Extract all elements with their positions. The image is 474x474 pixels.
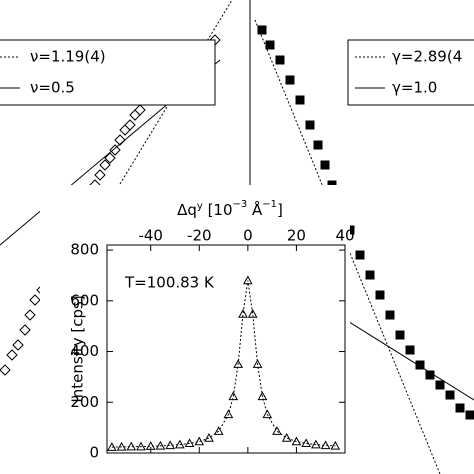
triangle-point xyxy=(194,436,205,446)
legend-box xyxy=(0,39,216,106)
diamond-point xyxy=(12,339,24,351)
triangle-point xyxy=(175,439,185,449)
annotation: T=100.83 K xyxy=(124,274,215,292)
y-tick-label: 200 xyxy=(70,393,99,411)
triangle-point xyxy=(330,440,341,450)
triangle-point xyxy=(233,359,243,368)
triangle-point xyxy=(145,441,156,450)
y-tick-label: 600 xyxy=(70,291,99,309)
square-point xyxy=(435,380,445,390)
square-point xyxy=(465,410,474,420)
square-point xyxy=(285,75,295,85)
diamond-point xyxy=(0,364,11,376)
diamond-point xyxy=(19,324,31,336)
triangle-point xyxy=(155,440,166,450)
triangle-point xyxy=(257,391,268,401)
triangle-point xyxy=(136,441,146,451)
x-tick-label: 0 xyxy=(243,227,253,245)
x-tick-label: -40 xyxy=(138,227,163,245)
triangle-point xyxy=(311,439,321,449)
diamond-point xyxy=(94,169,106,181)
x-axis-label-part: [10 xyxy=(203,201,233,219)
square-point xyxy=(257,25,267,35)
x-tick-label: 40 xyxy=(335,227,354,245)
legend-label: ν=0.5 xyxy=(30,79,75,97)
triangle-point xyxy=(213,426,224,435)
diamond-point xyxy=(29,294,41,306)
triangle-point xyxy=(228,391,239,401)
inset-frame xyxy=(106,244,346,454)
triangle-point xyxy=(247,308,258,318)
legend-label: γ=1.0 xyxy=(392,79,437,97)
triangle-point xyxy=(252,359,263,368)
triangle-point xyxy=(262,409,273,419)
triangle-point xyxy=(272,426,282,435)
square-point xyxy=(355,250,365,260)
triangle-point xyxy=(291,436,302,446)
triangle-point xyxy=(126,441,137,451)
triangle-point xyxy=(184,438,195,448)
x-tick-label: 20 xyxy=(287,227,306,245)
x-axis-label-part: −3 xyxy=(233,199,248,210)
diamond-point xyxy=(6,349,18,361)
diamond-point xyxy=(134,104,146,116)
x-tick-label: -20 xyxy=(187,227,212,245)
legend-label: ν=1.19(4) xyxy=(30,48,106,66)
diamond-point xyxy=(99,159,111,171)
triangle-point xyxy=(204,433,214,442)
x-axis-label-part: y xyxy=(197,201,203,212)
triangle-point xyxy=(107,442,117,451)
fit-line xyxy=(329,309,474,401)
square-point xyxy=(385,310,395,320)
y-tick-label: 800 xyxy=(70,241,99,259)
y-tick-label: 0 xyxy=(89,444,99,462)
x-axis-label: Δqy [10−3 Å−1] xyxy=(177,199,283,219)
x-axis-label-part: Δq xyxy=(177,201,197,219)
diamond-point xyxy=(109,144,121,156)
y-axis-label: Intensity [cps] xyxy=(69,295,87,402)
y-tick-label: 400 xyxy=(70,342,99,360)
square-point xyxy=(365,270,375,280)
square-point xyxy=(320,160,330,170)
triangle-point xyxy=(301,438,311,448)
triangle-point xyxy=(165,440,175,450)
fit-curve xyxy=(111,280,336,448)
square-point xyxy=(305,120,315,130)
triangle-point xyxy=(116,441,127,451)
square-point xyxy=(415,360,425,370)
square-point xyxy=(313,140,323,150)
triangle-point xyxy=(223,409,234,419)
square-point xyxy=(455,403,465,413)
x-axis-label-part: −1 xyxy=(262,199,277,210)
square-point xyxy=(405,345,415,355)
square-point xyxy=(295,95,305,105)
diamond-point xyxy=(24,309,36,321)
square-point xyxy=(375,290,385,300)
triangle-point xyxy=(281,433,292,442)
triangle-point xyxy=(238,308,248,318)
inset-background xyxy=(40,185,350,474)
square-point xyxy=(395,330,405,340)
diamond-point xyxy=(104,152,116,164)
square-point xyxy=(265,40,275,50)
x-axis-label-part: Å xyxy=(247,200,263,219)
square-point xyxy=(275,55,285,65)
triangle-point xyxy=(243,275,253,285)
square-point xyxy=(445,390,455,400)
legend-box xyxy=(347,39,474,106)
x-axis-label-part: ] xyxy=(277,201,283,219)
triangle-point xyxy=(320,440,331,450)
diamond-point xyxy=(124,119,136,131)
legend-label: γ=2.89(4 xyxy=(392,48,462,66)
